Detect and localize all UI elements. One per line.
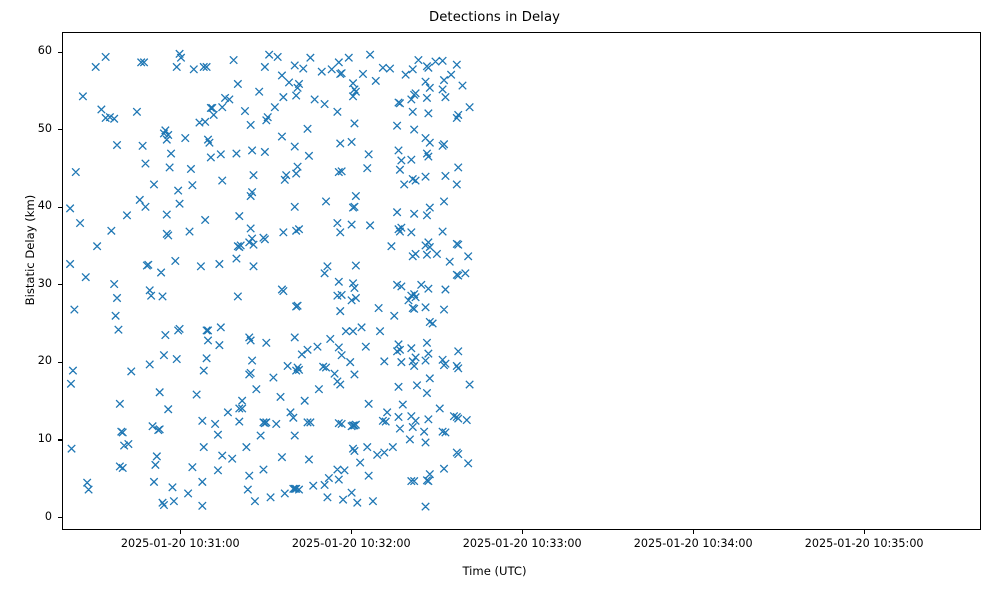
x-tick-mark [521,530,523,534]
x-tick-label: 2025-01-20 10:31:00 [120,537,240,550]
y-tick-mark [58,361,62,364]
plot-axes [62,32,981,530]
x-tick-mark [863,530,865,534]
x-tick-label: 2025-01-20 10:33:00 [462,537,582,550]
y-tick-mark [58,129,62,131]
x-tick-label: 2025-01-20 10:34:00 [633,537,753,550]
x-tick-label: 2025-01-20 10:32:00 [291,537,411,550]
x-axis-label: Time (UTC) [462,564,527,578]
y-tick-label: 40 [37,199,52,213]
page-title: Detections in Delay [428,10,561,25]
x-tick-label: 2025-01-20 10:35:00 [804,537,924,550]
x-tick-mark [692,530,694,534]
y-tick-label: 10 [37,432,52,446]
y-tick-label: 50 [37,121,52,135]
y-axis-label: Bistatic Delay (km) [23,194,37,306]
y-tick-label: 30 [37,276,52,290]
y-tick-mark [58,51,62,53]
x-tick-mark [350,530,352,534]
y-tick-label: 60 [37,44,52,58]
y-tick-mark [58,206,62,208]
scatter-series [65,49,474,511]
y-tick-label: 20 [37,354,52,368]
y-tick-mark [58,439,62,441]
x-tick-mark [179,530,181,534]
scatter-plot-area [63,33,980,529]
y-tick-mark [58,284,62,286]
y-tick-label: 0 [44,509,52,523]
y-tick-mark [58,516,62,519]
